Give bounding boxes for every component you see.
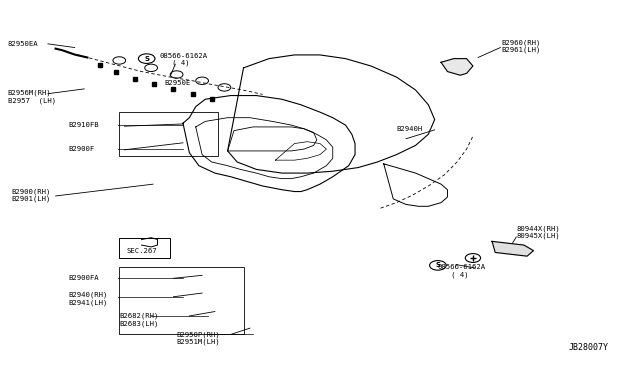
Bar [119, 112, 218, 157]
Text: B2900F: B2900F [68, 146, 95, 152]
Polygon shape [441, 59, 473, 75]
Polygon shape [492, 241, 534, 256]
Text: B2900FA: B2900FA [68, 275, 99, 281]
Bar [119, 267, 244, 334]
Text: B2950E: B2950E [164, 80, 190, 86]
Text: S: S [435, 262, 440, 268]
Text: 08566-6162A
   ( 4): 08566-6162A ( 4) [438, 264, 486, 278]
Text: B2950P(RH)
B2951M(LH): B2950P(RH) B2951M(LH) [177, 331, 220, 345]
Text: B2960(RH)
B2961(LH): B2960(RH) B2961(LH) [502, 39, 541, 54]
Text: S: S [144, 56, 149, 62]
FancyBboxPatch shape [119, 238, 170, 258]
Text: 80944X(RH)
80945X(LH): 80944X(RH) 80945X(LH) [516, 225, 560, 239]
Text: B2940(RH)
B2941(LH): B2940(RH) B2941(LH) [68, 292, 108, 306]
Text: 08566-6162A
   ( 4): 08566-6162A ( 4) [159, 53, 207, 67]
Text: B2940H: B2940H [396, 126, 422, 132]
Text: B2682(RH)
B2683(LH): B2682(RH) B2683(LH) [119, 312, 159, 327]
Text: 82950EA: 82950EA [8, 41, 38, 47]
Text: B2900(RH)
B2901(LH): B2900(RH) B2901(LH) [11, 188, 51, 202]
Text: B2910FB: B2910FB [68, 122, 99, 128]
Text: SEC.267: SEC.267 [126, 248, 157, 254]
Text: B2956M(RH)
B2957  (LH): B2956M(RH) B2957 (LH) [8, 90, 56, 104]
Text: JB28007Y: JB28007Y [568, 343, 609, 352]
